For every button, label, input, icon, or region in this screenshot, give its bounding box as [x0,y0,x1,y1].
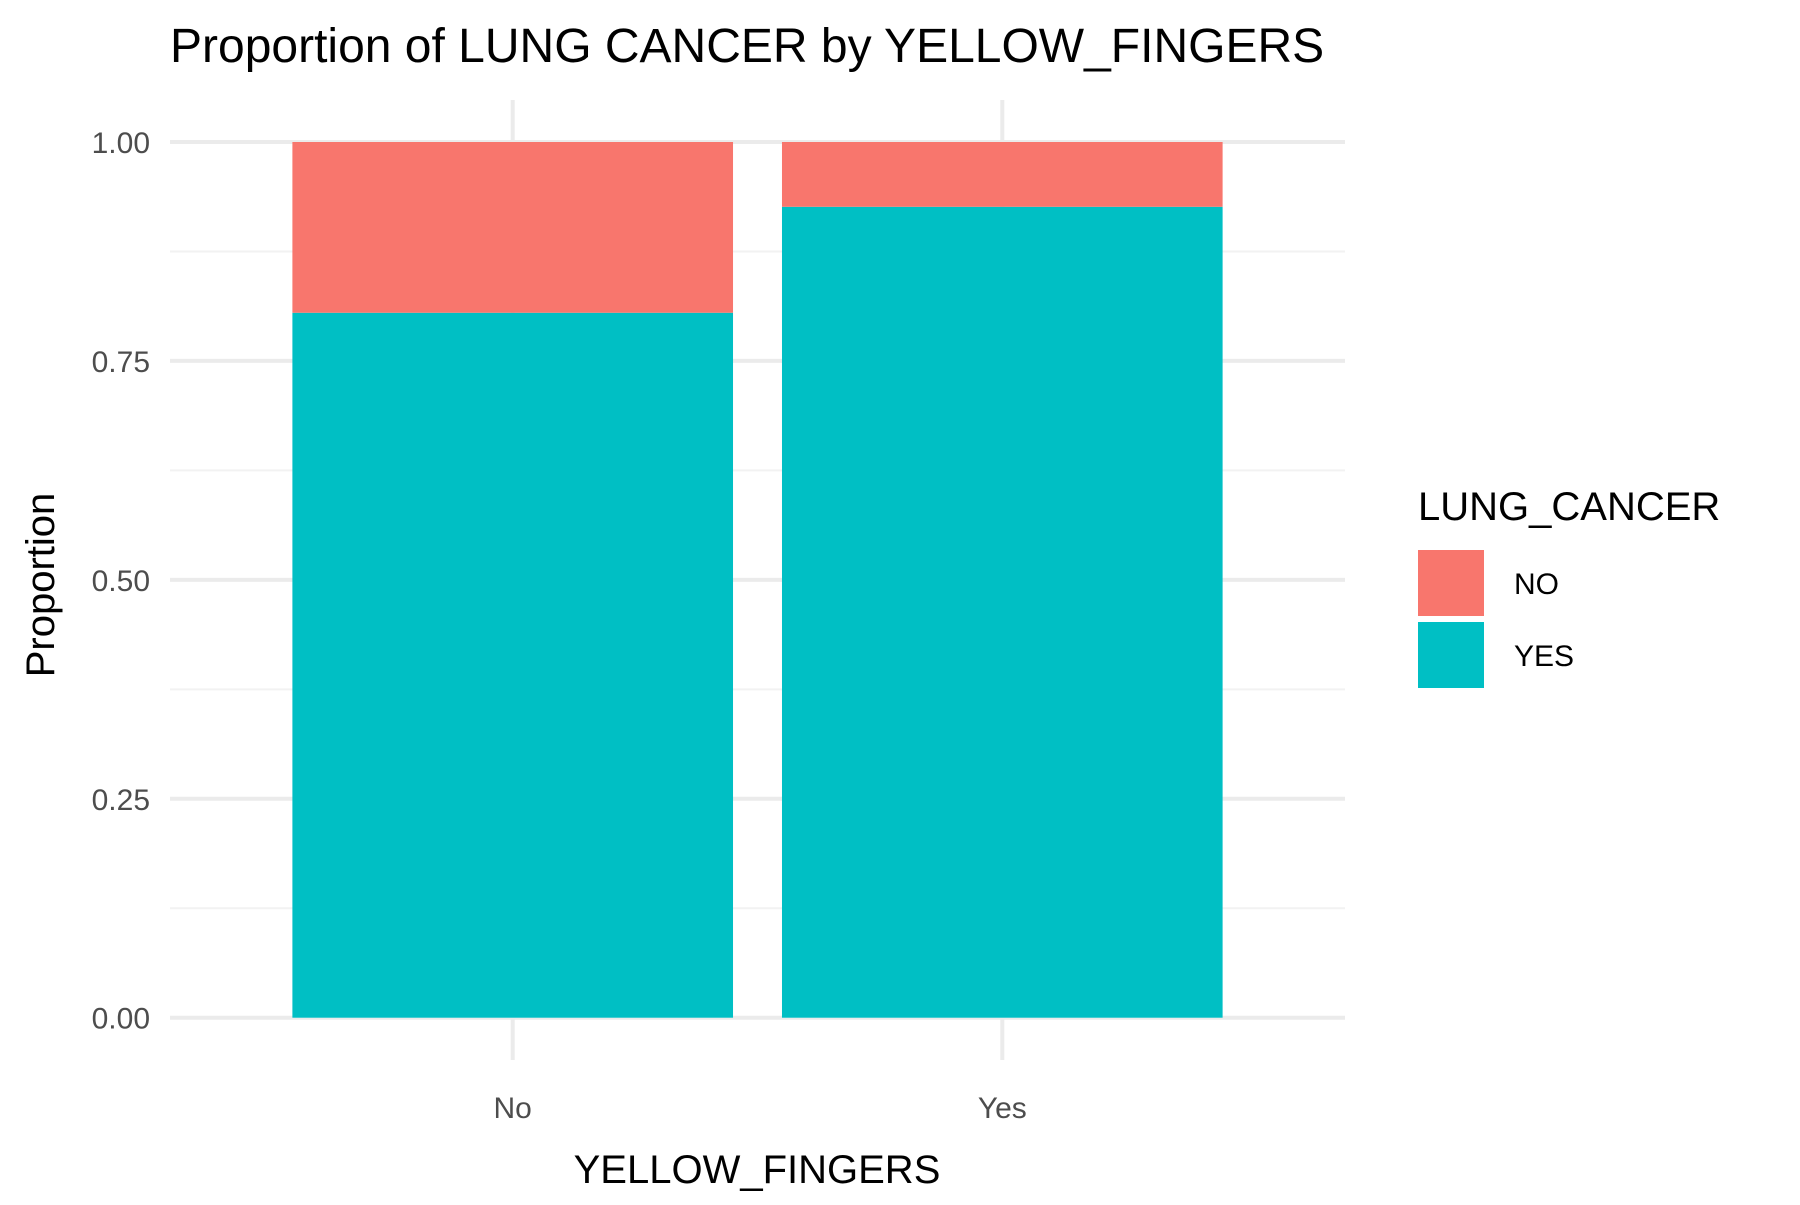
x-axis-label: YELLOW_FINGERS [574,1148,941,1192]
legend-key-no [1418,550,1484,616]
bar-yes-no [781,142,1223,207]
x-tick-label: Yes [978,1092,1027,1125]
y-tick-label: 1.00 [92,127,150,160]
bar-yes-yes [781,206,1223,1018]
y-tick-label: 0.75 [92,346,150,379]
legend-label-no: NO [1514,568,1559,601]
legend-label-yes: YES [1514,640,1574,673]
bars-layer [292,142,1223,1018]
y-tick-label: 0.50 [92,565,150,598]
axis-layer: 0.00 0.25 0.50 0.75 1.00 No Yes [92,127,1027,1125]
chart-title: Proportion of LUNG CANCER by YELLOW_FING… [170,20,1324,73]
legend-key-yes [1418,622,1484,688]
bar-no-no [292,142,734,313]
legend: LUNG_CANCER NO YES [1418,485,1720,688]
bar-no-yes [292,312,734,1018]
y-tick-label: 0.00 [92,1003,150,1036]
legend-title: LUNG_CANCER [1418,485,1720,529]
y-tick-label: 0.25 [92,784,150,817]
y-axis-label: Proportion [19,493,63,678]
x-tick-label: No [494,1092,532,1125]
legend-items: NO YES [1418,550,1574,688]
